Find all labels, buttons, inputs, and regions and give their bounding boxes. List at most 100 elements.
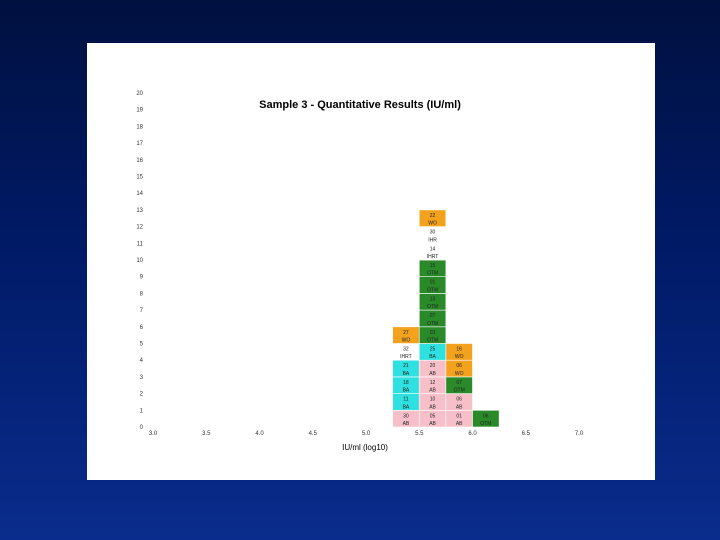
y-tick-label: 20 xyxy=(136,91,143,97)
cell-lab: OTM xyxy=(454,388,465,394)
cell-lab: OTM xyxy=(427,287,438,293)
cell-lab: IHRT xyxy=(427,254,439,260)
histogram-cell: 13 OTM xyxy=(418,293,447,311)
histogram-cell: 15 OTM xyxy=(418,259,447,278)
y-tick-label: 3 xyxy=(140,375,144,381)
cell-code: 20 xyxy=(430,363,436,369)
y-tick-label: 5 xyxy=(140,342,144,348)
histogram-chart: Sample 3 - Quantitative Results (IU/ml) … xyxy=(136,91,584,452)
x-axis-label: IU/ml (log10) xyxy=(342,443,388,452)
cell-lab: BA xyxy=(403,388,410,394)
cell-code: 27 xyxy=(403,330,409,336)
cell-code: 06 xyxy=(456,397,462,403)
cell-code: 10 xyxy=(430,397,436,403)
y-tick-label: 6 xyxy=(140,325,144,331)
cell-lab: IHRT xyxy=(400,354,412,360)
cell-code: 22 xyxy=(430,213,436,219)
y-tick-label: 17 xyxy=(136,141,143,147)
cell-lab: AB xyxy=(429,388,436,394)
cell-code: 32 xyxy=(403,347,409,353)
cell-code: 30 xyxy=(430,230,436,236)
cell-lab: WO xyxy=(402,337,411,343)
chart-title: Sample 3 - Quantitative Results (IU/ml) xyxy=(259,99,461,111)
cell-lab: OTM xyxy=(427,337,438,343)
cell-code: 06 xyxy=(483,413,489,419)
histogram-cell: 18 BA xyxy=(392,376,420,394)
x-tick-label: 6.5 xyxy=(522,431,531,437)
cell-code: 25 xyxy=(430,347,436,353)
x-tick-label: 4.0 xyxy=(255,431,264,437)
cell-code: 15 xyxy=(430,263,436,269)
histogram-cell: 21 BA xyxy=(392,359,420,378)
x-axis-ticks: 3.0 3.5 4.0 4.5 5.0 5.5 6.0 6.5 7.0 xyxy=(149,431,584,437)
cell-lab: AB xyxy=(456,421,463,427)
cell-block xyxy=(445,343,473,361)
cell-code: 07 xyxy=(456,380,462,386)
y-tick-label: 10 xyxy=(136,258,143,264)
y-tick-label: 1 xyxy=(140,408,144,414)
cell-code: 14 xyxy=(430,246,436,252)
x-tick-label: 6.0 xyxy=(468,431,477,437)
cell-code: 11 xyxy=(403,397,408,403)
cell-lab: WO xyxy=(455,371,464,377)
histogram-cell: 20 AB xyxy=(418,359,447,378)
cell-code: 07 xyxy=(430,313,436,319)
y-tick-label: 0 xyxy=(140,425,144,431)
cell-lab: AB xyxy=(429,371,436,377)
histogram-cell: 05 AB xyxy=(418,409,447,428)
cell-code: 12 xyxy=(430,380,436,386)
cell-lab: WO xyxy=(455,354,464,360)
y-tick-label: 4 xyxy=(140,358,144,364)
cell-lab: OTM xyxy=(427,304,438,310)
histogram-cell: 14 IHRT xyxy=(418,243,447,261)
cell-lab: OTM xyxy=(480,421,491,427)
histogram-cell: 06 OTM xyxy=(472,409,500,428)
histogram-cells: 30AB11BA18BA21BA32IHRT27WO05AB10AB12AB20… xyxy=(392,209,500,428)
cell-lab: OTM xyxy=(427,271,438,277)
y-tick-label: 12 xyxy=(136,225,143,231)
histogram-cell: 07 OTM xyxy=(445,376,473,394)
histogram-cell: 07 OTM xyxy=(418,309,447,328)
cell-lab: OTM xyxy=(427,321,438,327)
cell-lab: BA xyxy=(403,404,410,410)
histogram-cell: 01 AB xyxy=(445,409,473,428)
cell-block xyxy=(418,209,447,227)
cell-code: 06 xyxy=(456,363,462,369)
y-tick-label: 13 xyxy=(136,208,143,214)
cell-lab: IHR xyxy=(428,237,437,243)
cell-lab: AB xyxy=(429,404,436,410)
y-tick-label: 14 xyxy=(136,191,143,197)
y-tick-label: 18 xyxy=(136,124,143,130)
cell-code: 30 xyxy=(403,413,409,419)
cell-code: 18 xyxy=(403,380,409,386)
x-tick-label: 3.0 xyxy=(149,431,158,437)
y-tick-label: 7 xyxy=(140,308,144,314)
histogram-cell: 22 WO xyxy=(418,209,447,227)
cell-lab: BA xyxy=(429,354,436,360)
x-tick-label: 3.5 xyxy=(202,431,211,437)
y-tick-label: 8 xyxy=(140,291,144,297)
cell-lab: WO xyxy=(428,221,437,227)
cell-code: 01 xyxy=(456,413,462,419)
x-tick-label: 5.0 xyxy=(362,431,371,437)
cell-code: 01 xyxy=(430,280,436,286)
histogram-cell: 06 WO xyxy=(445,359,473,378)
cell-block xyxy=(472,409,500,428)
cell-lab: AB xyxy=(403,421,410,427)
cell-lab: AB xyxy=(429,421,436,427)
y-tick-label: 9 xyxy=(140,275,144,281)
y-tick-label: 19 xyxy=(136,108,143,114)
histogram-cell: 30 AB xyxy=(392,409,420,428)
cell-code: 16 xyxy=(456,347,462,353)
x-tick-label: 4.5 xyxy=(309,431,318,437)
